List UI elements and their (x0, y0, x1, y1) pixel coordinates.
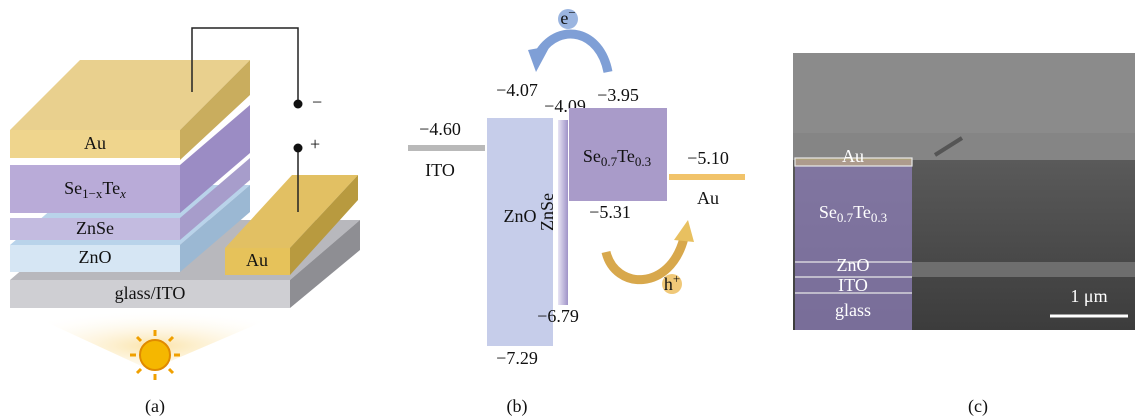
text-part: Se (819, 202, 837, 222)
text-part: 0.3 (871, 210, 887, 225)
ito-label: ITO (838, 275, 868, 295)
terminal (294, 144, 303, 153)
znse-bottom-label: −6.79 (537, 306, 579, 326)
text-part: Se (583, 146, 601, 166)
terminal (294, 100, 303, 109)
text-part: 0.3 (635, 154, 651, 169)
panel-c: Au Se0.7Te0.3 ZnO ITO glass 1 μm (c) (793, 53, 1135, 417)
plus-sign: + (310, 134, 320, 154)
ito-level-label: −4.60 (419, 119, 461, 139)
ito-label: ITO (425, 160, 455, 180)
hole-arrowhead (674, 220, 694, 242)
znse-label: ZnSe (76, 218, 114, 238)
text-part: Te (617, 146, 635, 166)
text-part: Se (64, 178, 82, 198)
caption: (a) (145, 396, 165, 417)
text-part: Te (102, 178, 120, 198)
zno-label: ZnO (837, 255, 870, 275)
electron-arrowhead (528, 46, 550, 72)
au-pad-label: Au (246, 250, 268, 270)
caption: (c) (968, 396, 988, 417)
absorber-bottom-label: −5.31 (589, 202, 631, 222)
ito-level (408, 145, 485, 151)
scale-label: 1 μm (1070, 286, 1107, 306)
au-level (669, 174, 745, 180)
absorber-top-label: −3.95 (597, 85, 639, 105)
text-part: Te (853, 202, 871, 222)
figure: − + Au Se1−xTex ZnSe ZnO Au glass/ITO (a… (0, 0, 1137, 419)
znse-band (558, 120, 568, 305)
zno-label: ZnO (504, 206, 537, 226)
electron-arrow (540, 34, 608, 72)
au-label: Au (697, 188, 719, 208)
text-part: 1−x (82, 186, 103, 201)
au-label: Au (842, 146, 864, 166)
sem-background (793, 53, 1135, 133)
text-part: + (673, 271, 680, 286)
znse-label: ZnSe (537, 193, 557, 231)
minus-sign: − (312, 92, 322, 112)
text-part: 0.7 (837, 210, 854, 225)
text-part: 0.7 (601, 154, 618, 169)
caption: (b) (507, 396, 528, 417)
text-part: e (560, 8, 568, 28)
text-part: x (119, 186, 126, 201)
panel-a: − + Au Se1−xTex ZnSe ZnO Au glass/ITO (a… (10, 28, 360, 417)
sem-zno (912, 262, 1135, 277)
zno-bottom-label: −7.29 (496, 348, 538, 368)
glass-label: glass (835, 300, 871, 320)
au-label: Au (84, 133, 106, 153)
zno-top-label: −4.07 (496, 80, 538, 100)
zno-label: ZnO (79, 247, 112, 267)
au-level-label: −5.10 (687, 148, 729, 168)
text-part: h (664, 274, 673, 294)
substrate-label: glass/ITO (115, 283, 186, 303)
panel-b: e− −4.60 ITO ZnO −4.07 −7.29 ZnSe −4.09 … (408, 5, 745, 417)
text-part: − (568, 5, 575, 20)
